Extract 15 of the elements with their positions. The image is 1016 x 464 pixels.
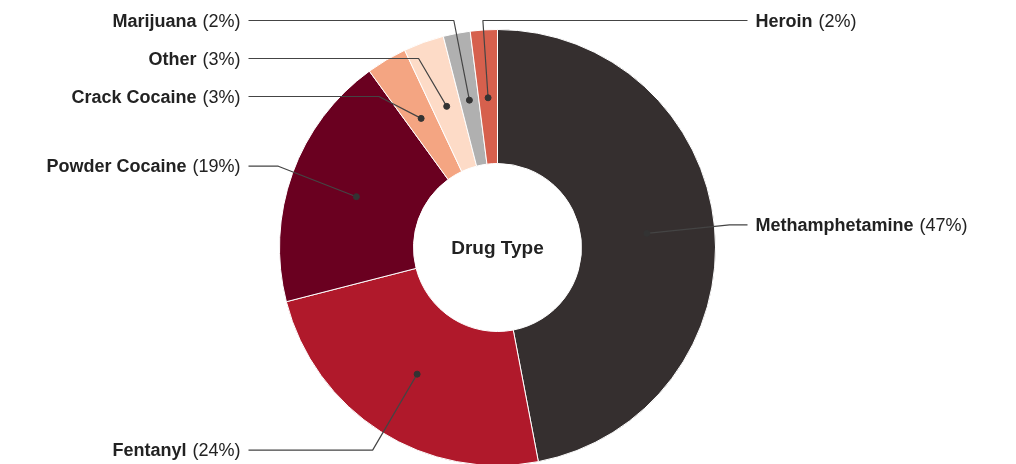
slice-label: Heroin (755, 10, 813, 31)
slice-label: Methamphetamine (755, 214, 914, 235)
data-label: (3%) (202, 48, 241, 69)
text: Drug Type (451, 237, 544, 258)
slice-label: Other (148, 48, 197, 69)
data-label: (24%) (192, 440, 241, 461)
data-label: (47%) (919, 214, 968, 235)
data-label: (19%) (192, 156, 241, 177)
data-label: (3%) (202, 86, 241, 107)
slice-label: Marijuana (112, 10, 198, 31)
data-label: (2%) (818, 10, 857, 31)
slice-label: Powder Cocaine (46, 156, 187, 177)
data-label: (2%) (202, 10, 241, 31)
slice-label: Crack Cocaine (71, 86, 197, 107)
slice-label: Fentanyl (112, 440, 187, 461)
